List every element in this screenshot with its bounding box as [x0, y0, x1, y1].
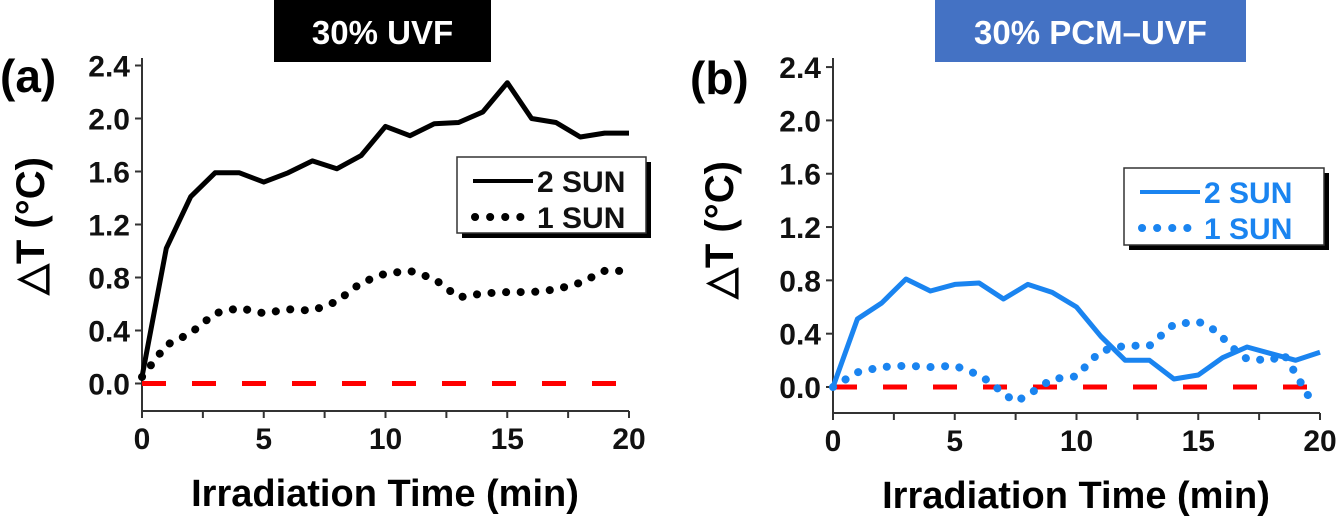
y-tick-label: 1.6: [779, 159, 821, 192]
panel-a-title-box: [274, 0, 491, 62]
series-2-sun-line: [139, 80, 629, 378]
y-tick-label: 0.4: [779, 319, 821, 352]
x-tick-label: 10: [369, 423, 402, 456]
x-tick-label: 20: [1303, 425, 1336, 458]
x-tick-label: 20: [612, 423, 645, 456]
x-tick-label: 5: [946, 425, 963, 458]
legend-label: 1 SUN: [1204, 213, 1292, 246]
y-tick-label: 0.0: [88, 369, 130, 402]
series-1-sun-line: [829, 317, 1324, 406]
y-tick-label: 1.2: [88, 210, 130, 243]
y-tick-label: 0.8: [88, 263, 130, 296]
legend-label: 1 SUN: [537, 202, 625, 235]
panel-a: 30% UVF (a) △T (°C) Irradiation Time (mi…: [0, 0, 651, 515]
panel-a-x-axis-label: Irradiation Time (min): [191, 473, 579, 515]
y-tick-label: 0.8: [779, 265, 821, 298]
series-1-sun-line: [138, 266, 633, 381]
y-tick-label: 1.6: [88, 157, 130, 190]
legend-label: 2 SUN: [1204, 177, 1292, 210]
panel-a-label: (a): [0, 50, 56, 102]
series-2-sun-line: [830, 276, 1321, 388]
legend-label: 2 SUN: [537, 166, 625, 199]
x-tick-label: 15: [491, 423, 524, 456]
y-tick-label: 1.2: [779, 212, 821, 245]
panel-b-title-box: [935, 0, 1246, 62]
y-tick-label: 2.4: [88, 51, 130, 84]
panel-b-title: 30% PCM–UVF: [974, 14, 1207, 51]
panel-a-y-axis-label: △T (°C): [9, 157, 53, 296]
panel-a-title: 30% UVF: [312, 14, 453, 51]
y-tick-label: 2.0: [88, 104, 130, 137]
y-tick-label: 0.4: [88, 316, 130, 349]
x-tick-label: 0: [825, 425, 842, 458]
panel-b-label: (b): [690, 52, 749, 104]
y-tick-label: 0.0: [779, 372, 821, 405]
x-tick-label: 10: [1060, 425, 1093, 458]
y-tick-label: 2.4: [779, 52, 821, 85]
x-tick-label: 0: [134, 423, 151, 456]
x-tick-label: 15: [1182, 425, 1215, 458]
panel-b: 30% PCM–UVF (b) △T (°C) Irradiation Time…: [690, 0, 1337, 516]
y-tick-label: 2.0: [779, 105, 821, 138]
legend-box: [1123, 167, 1325, 246]
panel-b-y-axis-label: △T (°C): [698, 161, 742, 300]
x-tick-label: 5: [255, 423, 272, 456]
panel-b-x-axis-label: Irradiation Time (min): [882, 475, 1270, 516]
